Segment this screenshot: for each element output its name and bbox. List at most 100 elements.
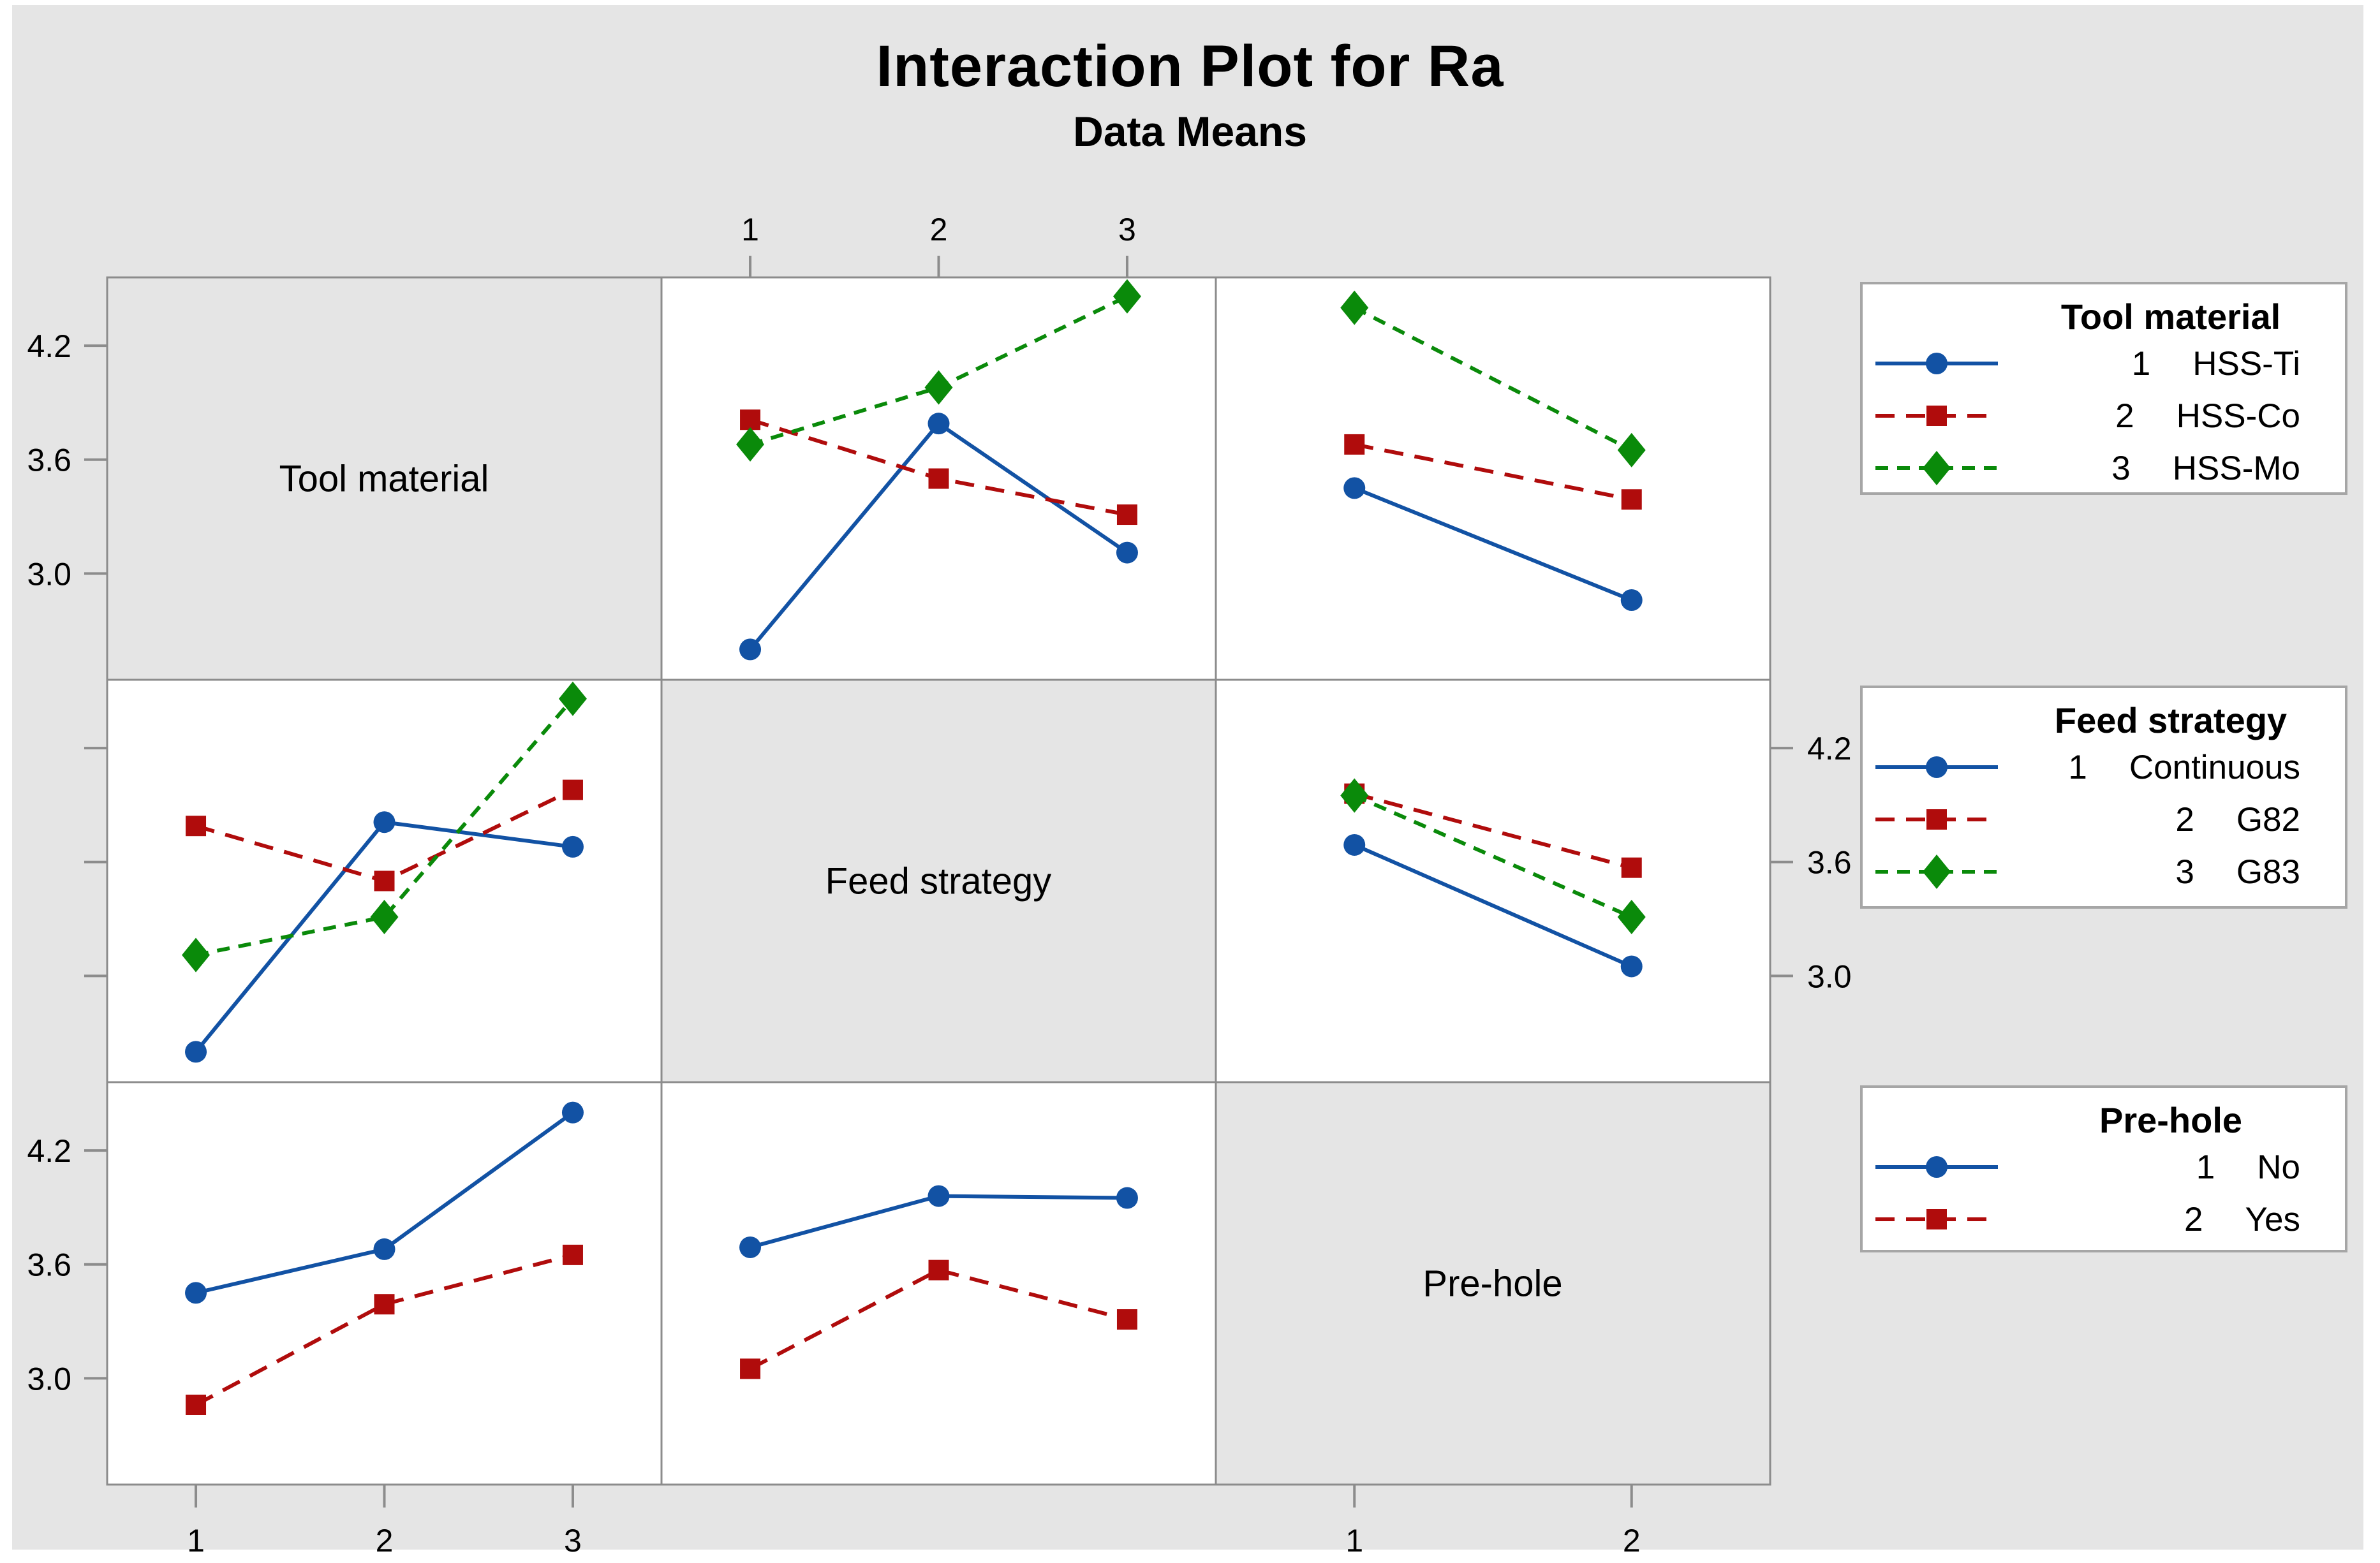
legend-level-label: No — [2257, 1148, 2300, 1186]
panel-series-r2c0 — [185, 1101, 584, 1415]
diagonal-label-pre-hole: Pre-hole — [1423, 1263, 1563, 1305]
axis-tick-label: 1 — [1345, 1523, 1363, 1559]
data-point-circle — [1620, 589, 1643, 611]
data-point-diamond — [558, 681, 587, 716]
legend-level-label: HSS-Ti — [2192, 344, 2300, 383]
legend-title: Tool material — [2060, 297, 2281, 337]
diagonal-label-tool-material: Tool material — [279, 458, 489, 500]
data-point-square — [1344, 434, 1365, 455]
series-line-HSS-Ti — [1354, 486, 1632, 602]
legend-level-number: 2 — [2115, 397, 2134, 435]
data-point-diamond — [182, 937, 211, 972]
data-point-square — [740, 1358, 761, 1379]
data-point-square — [186, 1394, 207, 1415]
legend-item-continuous: 1 Continuous — [1863, 741, 2345, 793]
axis-tick-label: 4.2 — [1807, 731, 1852, 767]
data-point-circle — [561, 835, 584, 858]
data-point-diamond — [1617, 900, 1646, 935]
data-point-circle — [739, 1236, 762, 1258]
data-point-circle — [373, 1238, 395, 1260]
data-point-circle — [1343, 833, 1366, 856]
axis-tick-label: 3 — [564, 1523, 582, 1559]
axis-tick-label: 2 — [376, 1523, 394, 1559]
legend-level-number: 1 — [2131, 344, 2151, 383]
legend-level-number: 3 — [2111, 449, 2131, 487]
legend-level-number: 2 — [2175, 800, 2194, 839]
data-point-square — [562, 779, 583, 800]
legend-level-label: G82 — [2236, 800, 2300, 839]
chart-subtitle: Data Means — [1073, 108, 1307, 155]
series-line-Continuous — [1354, 843, 1632, 969]
data-point-diamond — [1617, 432, 1646, 467]
legend-level-label: HSS-Mo — [2172, 449, 2300, 487]
legend-sample-diamond-icon — [1875, 855, 1998, 889]
legend-level-number: 1 — [2196, 1148, 2215, 1186]
series-line-G83 — [1354, 793, 1632, 919]
axis-tick-label: 3.6 — [1807, 845, 1852, 881]
data-point-circle — [928, 1185, 950, 1207]
legend-sample-square-icon — [1875, 406, 1998, 426]
data-point-circle — [185, 1282, 207, 1304]
legend-item-g82: 2 G82 — [1863, 793, 2345, 846]
chart-title: Interaction Plot for Ra — [876, 34, 1504, 99]
panel-r0c2 — [1215, 276, 1771, 681]
legend-tool-material: Tool material 1 HSS-Ti 2 HSS-Co 3 HSS-Mo — [1860, 282, 2347, 495]
legend-level-label: Yes — [2245, 1200, 2300, 1238]
data-point-diamond — [370, 900, 399, 935]
panel-series-r0c2 — [1340, 290, 1646, 611]
legend-pre-hole: Pre-hole 1 No 2 Yes — [1860, 1085, 2347, 1252]
legend-sample-square-icon — [1875, 809, 1998, 830]
axis-tick-label: 3.6 — [27, 1247, 71, 1283]
legend-item-no: 1 No — [1863, 1141, 2345, 1193]
axis-tick-label: 1 — [741, 212, 759, 247]
series-line-G82 — [1354, 791, 1632, 870]
data-point-circle — [561, 1101, 584, 1124]
data-point-square — [1621, 857, 1642, 878]
series-line-HSS-Mo — [1353, 305, 1633, 452]
data-point-circle — [1620, 955, 1643, 978]
panel-r2c2 — [1215, 1081, 1771, 1486]
data-point-square — [928, 1259, 949, 1280]
panel-r2c1 — [660, 1081, 1217, 1486]
axis-tick-label: 4.2 — [27, 328, 71, 364]
legend-feed-strategy: Feed strategy 1 Continuous 2 G82 3 G83 — [1860, 686, 2347, 909]
data-point-square — [1116, 504, 1137, 525]
data-point-square — [374, 1294, 395, 1315]
legend-level-label: G83 — [2236, 853, 2300, 891]
legend-sample-diamond-icon — [1875, 451, 1998, 485]
data-point-square — [562, 1244, 583, 1265]
data-point-circle — [739, 638, 762, 661]
data-point-circle — [1116, 541, 1138, 564]
data-point-square — [1116, 1309, 1137, 1330]
data-point-square — [374, 870, 395, 892]
axis-tick-label: 3.6 — [27, 443, 71, 478]
data-point-diamond — [1340, 778, 1369, 813]
axis-tick-label: 2 — [1623, 1523, 1641, 1559]
legend-sample-square-icon — [1875, 1209, 1998, 1229]
panel-r1c2 — [1215, 679, 1771, 1083]
series-line-HSS-Co — [1354, 442, 1632, 502]
axis-tick-label: 1 — [187, 1523, 205, 1559]
data-point-circle — [928, 413, 950, 435]
legend-item-hss-mo: 3 HSS-Mo — [1863, 442, 2345, 494]
data-point-diamond — [924, 370, 953, 405]
panel-series-r1c2 — [1340, 778, 1646, 978]
panel-r2c0 — [106, 1081, 663, 1486]
legend-level-number: 3 — [2175, 853, 2194, 891]
panel-series-r2c1 — [739, 1185, 1138, 1379]
data-point-square — [928, 468, 949, 489]
legend-item-hss-ti: 1 HSS-Ti — [1863, 337, 2345, 390]
legend-sample-circle-icon — [1875, 1156, 1998, 1178]
axis-tick-label: 3 — [1118, 212, 1136, 247]
axis-tick-label: 3.0 — [27, 556, 71, 592]
series-line-Yes — [749, 1268, 1128, 1371]
legend-item-hss-co: 2 HSS-Co — [1863, 390, 2345, 442]
diagonal-label-feed-strategy: Feed strategy — [825, 860, 1052, 902]
data-point-square — [186, 816, 207, 837]
legend-title: Feed strategy — [2054, 700, 2288, 740]
panel-series-r1c0 — [182, 681, 587, 1063]
data-point-diamond — [1340, 290, 1369, 325]
legend-level-number: 2 — [2184, 1200, 2203, 1238]
data-point-diamond — [1112, 279, 1141, 314]
